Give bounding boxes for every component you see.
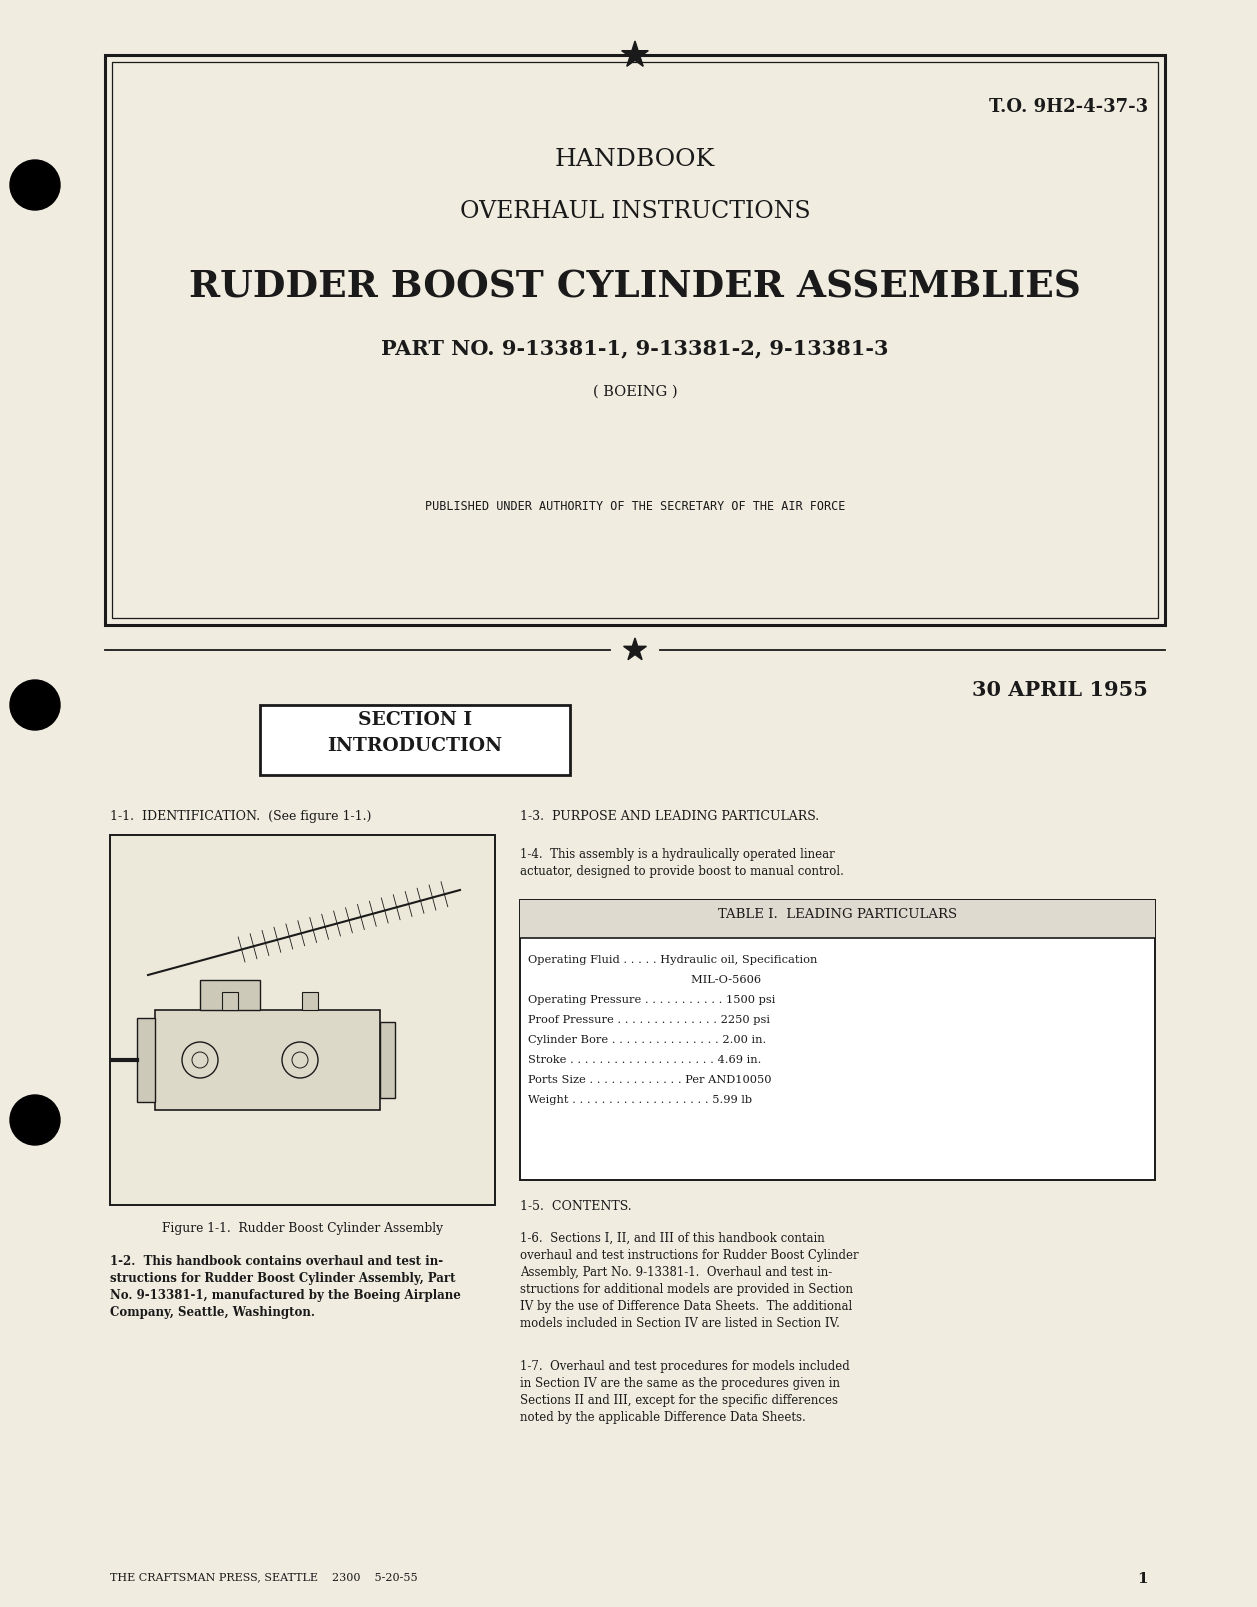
Text: PART NO. 9-13381-1, 9-13381-2, 9-13381-3: PART NO. 9-13381-1, 9-13381-2, 9-13381-3: [381, 337, 889, 358]
Bar: [302, 992, 318, 1011]
Text: actuator, designed to provide boost to manual control.: actuator, designed to provide boost to m…: [520, 865, 843, 877]
Text: THE CRAFTSMAN PRESS, SEATTLE    2300    5-20-55: THE CRAFTSMAN PRESS, SEATTLE 2300 5-20-5…: [111, 1572, 417, 1581]
Text: Assembly, Part No. 9-13381-1.  Overhaul and test in-: Assembly, Part No. 9-13381-1. Overhaul a…: [520, 1266, 832, 1279]
Text: structions for additional models are provided in Section: structions for additional models are pro…: [520, 1282, 854, 1295]
Text: Stroke . . . . . . . . . . . . . . . . . . . . 4.69 in.: Stroke . . . . . . . . . . . . . . . . .…: [528, 1056, 762, 1065]
Text: 1-3.  PURPOSE AND LEADING PARTICULARS.: 1-3. PURPOSE AND LEADING PARTICULARS.: [520, 810, 820, 823]
Text: in Section IV are the same as the procedures given in: in Section IV are the same as the proced…: [520, 1377, 840, 1390]
Text: 1: 1: [1138, 1572, 1148, 1586]
Text: Cylinder Bore . . . . . . . . . . . . . . . 2.00 in.: Cylinder Bore . . . . . . . . . . . . . …: [528, 1035, 767, 1045]
Text: SECTION I: SECTION I: [358, 710, 473, 730]
Text: Company, Seattle, Washington.: Company, Seattle, Washington.: [111, 1306, 316, 1319]
Text: MIL-O-5606: MIL-O-5606: [528, 975, 762, 985]
Bar: [380, 1022, 395, 1098]
Text: 1-7.  Overhaul and test procedures for models included: 1-7. Overhaul and test procedures for mo…: [520, 1360, 850, 1372]
Text: Proof Pressure . . . . . . . . . . . . . . 2250 psi: Proof Pressure . . . . . . . . . . . . .…: [528, 1016, 771, 1025]
Text: TABLE I.  LEADING PARTICULARS: TABLE I. LEADING PARTICULARS: [718, 908, 957, 921]
Text: structions for Rudder Boost Cylinder Assembly, Part: structions for Rudder Boost Cylinder Ass…: [111, 1273, 455, 1286]
Text: IV by the use of Difference Data Sheets.  The additional: IV by the use of Difference Data Sheets.…: [520, 1300, 852, 1313]
Text: Weight . . . . . . . . . . . . . . . . . . . 5.99 lb: Weight . . . . . . . . . . . . . . . . .…: [528, 1094, 752, 1106]
Text: noted by the applicable Difference Data Sheets.: noted by the applicable Difference Data …: [520, 1411, 806, 1424]
Text: overhaul and test instructions for Rudder Boost Cylinder: overhaul and test instructions for Rudde…: [520, 1249, 859, 1261]
Text: Sections II and III, except for the specific differences: Sections II and III, except for the spec…: [520, 1393, 838, 1408]
Text: INTRODUCTION: INTRODUCTION: [327, 738, 503, 755]
Text: HANDBOOK: HANDBOOK: [554, 148, 715, 170]
Text: 1-2.  This handbook contains overhaul and test in-: 1-2. This handbook contains overhaul and…: [111, 1255, 444, 1268]
Polygon shape: [622, 42, 649, 66]
Bar: [520, 900, 1155, 1180]
Text: 30 APRIL 1955: 30 APRIL 1955: [972, 680, 1148, 701]
Bar: [155, 1011, 380, 1110]
Bar: [106, 55, 1165, 625]
Bar: [222, 992, 238, 1011]
Bar: [111, 836, 495, 1205]
Text: 1-6.  Sections I, II, and III of this handbook contain: 1-6. Sections I, II, and III of this han…: [520, 1233, 825, 1245]
Bar: [112, 63, 1158, 619]
Text: ( BOEING ): ( BOEING ): [593, 386, 678, 399]
Text: OVERHAUL INSTRUCTIONS: OVERHAUL INSTRUCTIONS: [460, 199, 811, 223]
Text: 1-1.  IDENTIFICATION.  (See figure 1-1.): 1-1. IDENTIFICATION. (See figure 1-1.): [111, 810, 371, 823]
Text: PUBLISHED UNDER AUTHORITY OF THE SECRETARY OF THE AIR FORCE: PUBLISHED UNDER AUTHORITY OF THE SECRETA…: [425, 500, 845, 513]
Polygon shape: [623, 638, 646, 660]
Text: T.O. 9H2-4-37-3: T.O. 9H2-4-37-3: [989, 98, 1148, 116]
Circle shape: [10, 1094, 60, 1146]
Text: Figure 1-1.  Rudder Boost Cylinder Assembly: Figure 1-1. Rudder Boost Cylinder Assemb…: [162, 1221, 442, 1236]
Text: Ports Size . . . . . . . . . . . . . Per AND10050: Ports Size . . . . . . . . . . . . . Per…: [528, 1075, 772, 1085]
Text: 1-4.  This assembly is a hydraulically operated linear: 1-4. This assembly is a hydraulically op…: [520, 848, 835, 861]
Bar: [200, 980, 260, 1011]
Bar: [520, 900, 1155, 938]
Bar: [137, 1017, 155, 1102]
Text: Operating Pressure . . . . . . . . . . . 1500 psi: Operating Pressure . . . . . . . . . . .…: [528, 995, 776, 1004]
Text: 1-5.  CONTENTS.: 1-5. CONTENTS.: [520, 1200, 631, 1213]
Text: RUDDER BOOST CYLINDER ASSEMBLIES: RUDDER BOOST CYLINDER ASSEMBLIES: [189, 268, 1081, 305]
Text: No. 9-13381-1, manufactured by the Boeing Airplane: No. 9-13381-1, manufactured by the Boein…: [111, 1289, 461, 1302]
Bar: [260, 705, 569, 775]
Text: Operating Fluid . . . . . Hydraulic oil, Specification: Operating Fluid . . . . . Hydraulic oil,…: [528, 955, 817, 964]
Text: models included in Section IV are listed in Section IV.: models included in Section IV are listed…: [520, 1318, 840, 1331]
Circle shape: [10, 161, 60, 211]
Circle shape: [10, 680, 60, 730]
